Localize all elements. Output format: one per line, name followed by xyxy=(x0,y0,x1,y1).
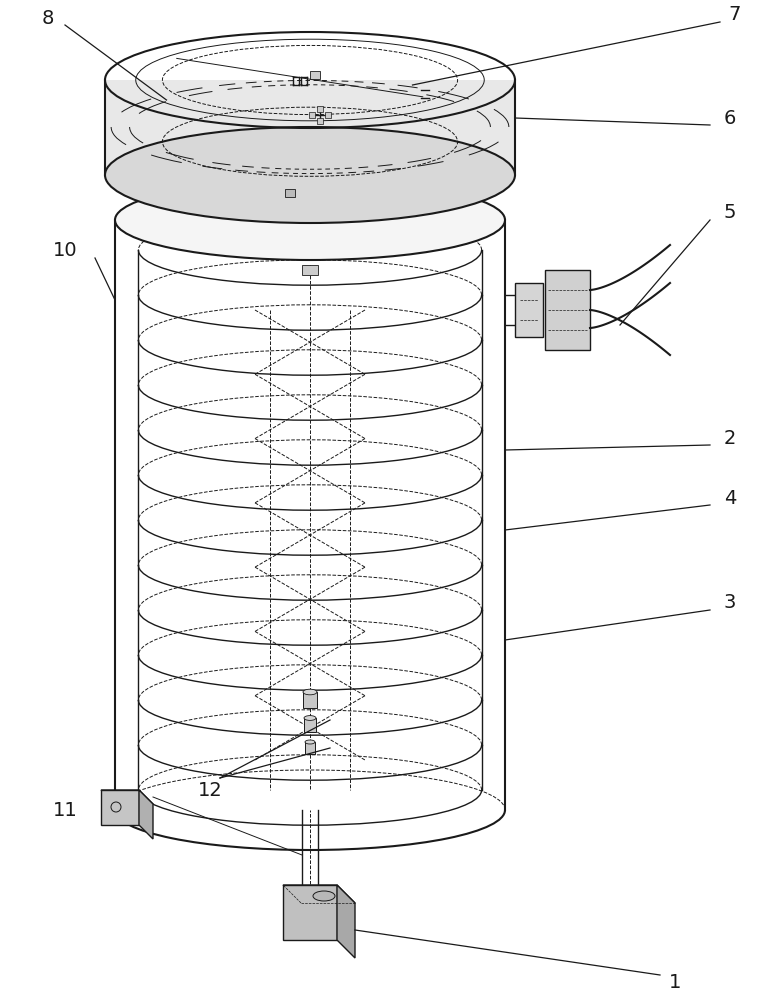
Text: 3: 3 xyxy=(723,593,737,612)
Ellipse shape xyxy=(313,891,335,901)
Bar xyxy=(305,742,315,754)
Text: 11: 11 xyxy=(53,800,78,820)
Bar xyxy=(317,118,323,124)
Ellipse shape xyxy=(304,716,316,720)
Polygon shape xyxy=(283,885,355,903)
Ellipse shape xyxy=(303,689,317,695)
Bar xyxy=(325,112,331,118)
Text: 10: 10 xyxy=(53,240,78,259)
Polygon shape xyxy=(101,790,139,825)
Bar xyxy=(317,106,323,112)
Polygon shape xyxy=(545,270,590,350)
Bar xyxy=(285,189,295,197)
Text: 1: 1 xyxy=(669,972,681,992)
Bar xyxy=(302,265,318,275)
Ellipse shape xyxy=(105,127,515,223)
Polygon shape xyxy=(139,790,153,839)
Bar xyxy=(309,112,315,118)
Ellipse shape xyxy=(115,180,505,260)
Text: 5: 5 xyxy=(723,204,737,223)
Bar xyxy=(310,71,320,79)
Text: 2: 2 xyxy=(723,428,737,448)
Text: 6: 6 xyxy=(723,108,737,127)
Polygon shape xyxy=(337,885,355,958)
Polygon shape xyxy=(515,283,543,337)
Text: 4: 4 xyxy=(723,488,737,508)
Text: 12: 12 xyxy=(197,780,223,800)
Bar xyxy=(303,692,317,708)
Polygon shape xyxy=(101,790,153,804)
Text: 8: 8 xyxy=(41,8,55,27)
Bar xyxy=(304,718,316,732)
FancyBboxPatch shape xyxy=(105,80,515,175)
Polygon shape xyxy=(283,885,337,940)
Text: 7: 7 xyxy=(729,5,741,24)
Ellipse shape xyxy=(305,740,315,744)
